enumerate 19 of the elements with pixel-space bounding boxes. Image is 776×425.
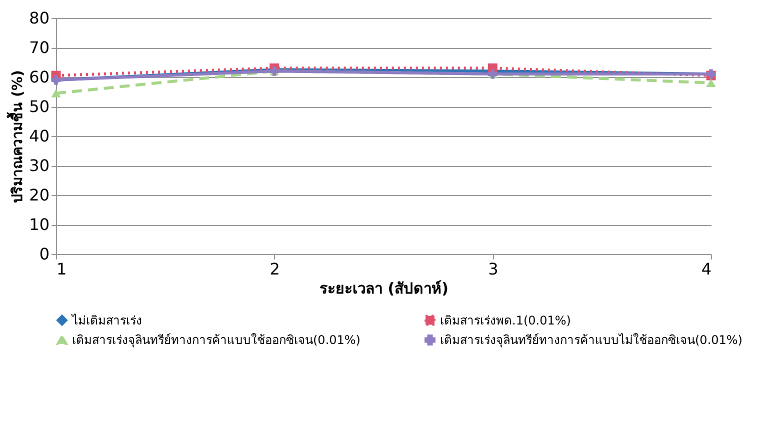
legend-label: เติมสารเร่งพด.1(0.01%) (440, 313, 571, 328)
y-tick-label: 50 (29, 97, 50, 116)
legend-label: เติมสารเร่งจุลินทรีย์ทางการค้าแบบใช้ออกซิเจน(0.01%) (72, 333, 360, 348)
x-tick-label: 2 (270, 260, 280, 278)
x-tick-label: 4 (701, 260, 712, 278)
y-tick-label: 30 (29, 156, 50, 175)
y-tick-label: 80 (29, 8, 50, 28)
y-tick-label: 60 (29, 68, 50, 86)
y-tick-label: 10 (29, 215, 50, 234)
y-tick-label: 40 (29, 126, 50, 146)
y-axis-title: ปริมาณความชื้น (%) (6, 70, 26, 203)
x-tick-label: 3 (488, 260, 498, 278)
legend-label: ไม่เติมสารเร่ง (71, 313, 142, 328)
y-tick-label: 0 (39, 244, 50, 264)
y-tick-label: 70 (29, 38, 50, 57)
y-tick-label: 20 (29, 186, 50, 204)
x-axis-title: ระยะเวลา (สัปดาห์) (320, 280, 448, 298)
x-tick-label: 1 (56, 260, 67, 278)
legend-label: เติมสารเร่งจุลินทรีย์ทางการค้าแบบไม่ใช้ออกซิเจน(0.01%) (440, 333, 742, 348)
